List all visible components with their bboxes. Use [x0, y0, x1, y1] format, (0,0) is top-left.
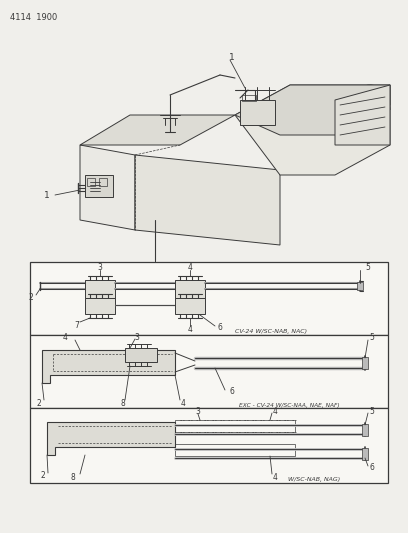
Text: 4: 4 [181, 399, 186, 408]
Text: EXC - CV-24 W/SC-NAA, NAE, NAF): EXC - CV-24 W/SC-NAA, NAE, NAF) [239, 402, 340, 408]
Text: 3: 3 [195, 408, 200, 416]
Text: 5: 5 [369, 334, 374, 343]
Text: 4: 4 [188, 325, 193, 334]
Text: 6: 6 [230, 387, 235, 397]
Bar [362, 424, 368, 436]
Bar [30, 335, 388, 408]
Bar [30, 408, 388, 483]
Text: 1: 1 [229, 52, 235, 61]
Text: 8: 8 [121, 399, 125, 408]
Bar [175, 420, 295, 432]
Polygon shape [235, 85, 390, 135]
Text: 2: 2 [40, 472, 45, 481]
Polygon shape [135, 155, 280, 245]
Text: 4: 4 [273, 472, 278, 481]
Polygon shape [235, 85, 390, 175]
Polygon shape [80, 145, 135, 230]
Text: 4114  1900: 4114 1900 [10, 13, 57, 22]
Text: 4: 4 [273, 407, 278, 416]
Polygon shape [335, 85, 390, 145]
Bar [85, 175, 113, 197]
Text: 6: 6 [218, 324, 223, 333]
Text: 3: 3 [98, 263, 102, 272]
Text: 5: 5 [369, 407, 374, 416]
Bar [85, 280, 115, 298]
Text: 6: 6 [369, 464, 374, 472]
Text: 8: 8 [71, 472, 75, 481]
Bar [357, 282, 363, 290]
Text: 4: 4 [62, 334, 67, 343]
Bar [362, 448, 368, 460]
Bar [242, 95, 256, 101]
Text: 2: 2 [36, 399, 41, 408]
Text: 7: 7 [75, 321, 80, 330]
Bar [240, 100, 275, 125]
Polygon shape [80, 115, 235, 145]
Bar [175, 444, 295, 456]
Text: W/SC-NAB, NAG): W/SC-NAB, NAG) [288, 478, 340, 482]
Text: 1: 1 [44, 190, 50, 199]
Bar [87, 178, 95, 186]
Bar [125, 348, 157, 362]
Text: 4: 4 [188, 263, 193, 272]
Bar [362, 357, 368, 369]
Bar [85, 298, 115, 314]
Bar [175, 298, 205, 314]
Polygon shape [47, 422, 175, 455]
Text: 5: 5 [365, 263, 370, 272]
Text: 2: 2 [28, 293, 33, 302]
Bar [175, 280, 205, 298]
Text: CV-24 W/SC-NAB, NAC): CV-24 W/SC-NAB, NAC) [235, 328, 307, 334]
Bar [99, 178, 107, 186]
Polygon shape [42, 350, 175, 383]
Bar [30, 262, 388, 335]
Text: 3: 3 [135, 333, 140, 342]
